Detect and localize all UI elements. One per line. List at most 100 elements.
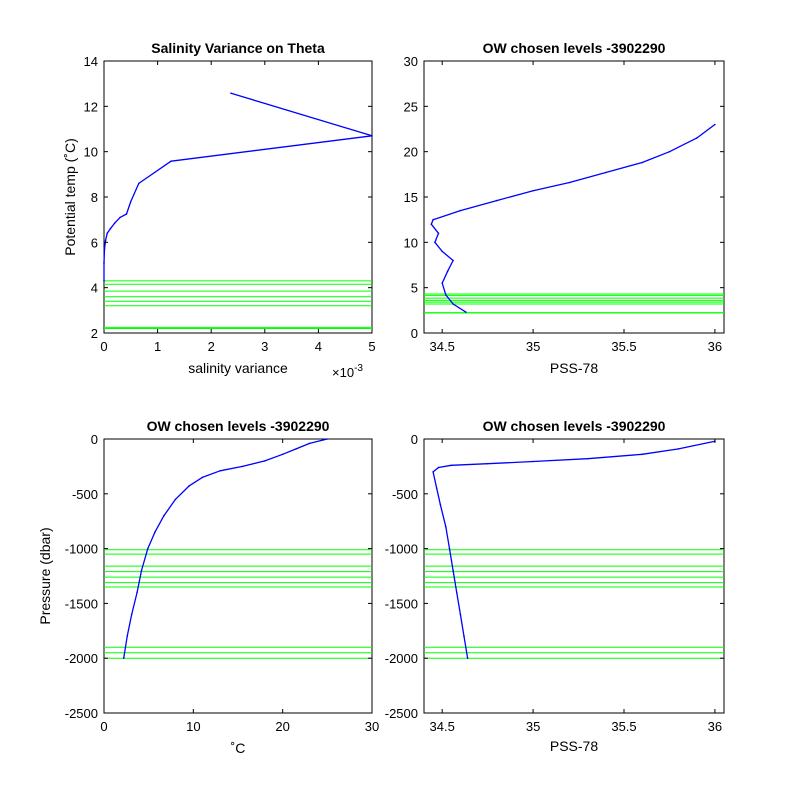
plot-area [423, 438, 725, 714]
x-tick-label: 35.5 [611, 339, 636, 354]
data-point [677, 448, 680, 450]
data-series-line [103, 92, 373, 281]
data-point [136, 591, 138, 594]
data-point [106, 232, 108, 235]
y-tick-label: 12 [84, 99, 98, 114]
y-tick-label: -500 [392, 487, 418, 502]
data-point [163, 514, 165, 517]
data-point [201, 476, 204, 479]
x-tick-label: 34.5 [430, 719, 455, 734]
data-point [241, 465, 244, 468]
data-point [439, 504, 442, 506]
data-point [174, 498, 177, 501]
x-tick-label: 35 [526, 339, 540, 354]
y-tick-label: 20 [404, 145, 418, 160]
data-point [326, 438, 329, 440]
data-point [103, 248, 106, 250]
data-point [109, 227, 112, 230]
data-point [445, 294, 447, 296]
data-point [147, 547, 149, 550]
data-point [441, 250, 444, 253]
x-axis-label: salinity variance [188, 360, 288, 376]
y-tick-label: -2000 [385, 651, 418, 666]
y-tick-label: 2 [91, 326, 98, 341]
y-tick-label: -2000 [65, 651, 98, 666]
data-point [465, 311, 467, 313]
data-point [448, 547, 451, 550]
x-axis-exponent: ×10-3 [332, 363, 363, 380]
x-tick-label: 36 [708, 339, 722, 354]
data-point [668, 150, 671, 153]
y-axis-label: Potential temp (˚C) [62, 138, 78, 255]
y-tick-label: -1000 [65, 542, 98, 557]
data-point [219, 470, 221, 472]
data-point [450, 464, 453, 467]
x-tick-label: 5 [368, 339, 375, 354]
plot-area [103, 60, 373, 334]
x-axis-label: PSS-78 [550, 360, 598, 376]
data-point [170, 160, 172, 162]
x-tick-label: 36 [708, 719, 722, 734]
data-point [532, 460, 534, 463]
data-point [437, 466, 440, 469]
x-tick-label: 3 [261, 339, 268, 354]
data-point [459, 209, 462, 212]
data-point [452, 259, 454, 262]
y-tick-label: 4 [91, 281, 98, 296]
data-point [532, 189, 534, 192]
x-tick-label: 10 [186, 719, 200, 734]
x-tick-label: 34.5 [430, 339, 455, 354]
y-tick-label: -1500 [65, 596, 98, 611]
chart-title: OW chosen levels -3902290 [147, 418, 330, 434]
x-tick-label: 0 [100, 339, 107, 354]
data-point [441, 282, 444, 284]
y-tick-label: 8 [91, 190, 98, 205]
data-point [466, 657, 469, 659]
y-tick-label: -2500 [65, 706, 98, 721]
data-point [452, 569, 454, 572]
data-point [437, 232, 440, 235]
panel-theta-salinity: 34.5 35 35.5 36 0 5 10 15 20 25 30 OW chosen leve… [404, 40, 725, 376]
data-point [264, 460, 266, 462]
data-point [308, 442, 311, 445]
data-series-line [430, 123, 716, 313]
data-point [113, 222, 116, 224]
data-point [154, 531, 156, 533]
plot-area [423, 60, 725, 334]
chart-title: OW chosen levels -3902290 [483, 418, 666, 434]
y-tick-label: 0 [411, 432, 418, 447]
data-point [138, 182, 140, 185]
chart-title: OW chosen levels -3902290 [483, 40, 666, 56]
x-tick-label: 4 [315, 339, 322, 354]
x-tick-label: 2 [208, 339, 215, 354]
chart-title: Salinity Variance on Theta [151, 40, 325, 56]
y-tick-label: -1500 [385, 596, 418, 611]
x-axis-label: PSS-78 [550, 738, 598, 754]
data-point [295, 448, 297, 450]
y-tick-label: 5 [411, 281, 418, 296]
data-point [446, 270, 449, 273]
y-tick-label: -1000 [385, 542, 418, 557]
data-point [452, 303, 454, 305]
y-axis-label: Pressure (dbar) [37, 527, 53, 624]
data-point [432, 471, 434, 473]
panel-pressure-temperature: 0 10 20 30 -2500 -2000 -1500 -1000 -500 0 OW cho… [37, 418, 379, 756]
data-point [122, 657, 125, 659]
y-tick-label: -500 [72, 487, 98, 502]
data-point [188, 485, 190, 487]
data-point [125, 213, 128, 215]
data-point [130, 613, 133, 616]
data-point [103, 261, 105, 264]
data-point [641, 453, 643, 456]
data-point [435, 487, 438, 490]
y-tick-label: 15 [404, 190, 418, 205]
plot-area [103, 438, 373, 714]
x-tick-label: 35.5 [611, 719, 636, 734]
data-point [455, 591, 458, 594]
data-point [432, 218, 434, 221]
y-tick-label: 25 [404, 99, 418, 114]
data-point [459, 613, 462, 616]
panel-pressure-salinity: 34.5 35 35.5 36 -2500 -2000 -1500 -1000 -500 0 O… [385, 418, 725, 754]
